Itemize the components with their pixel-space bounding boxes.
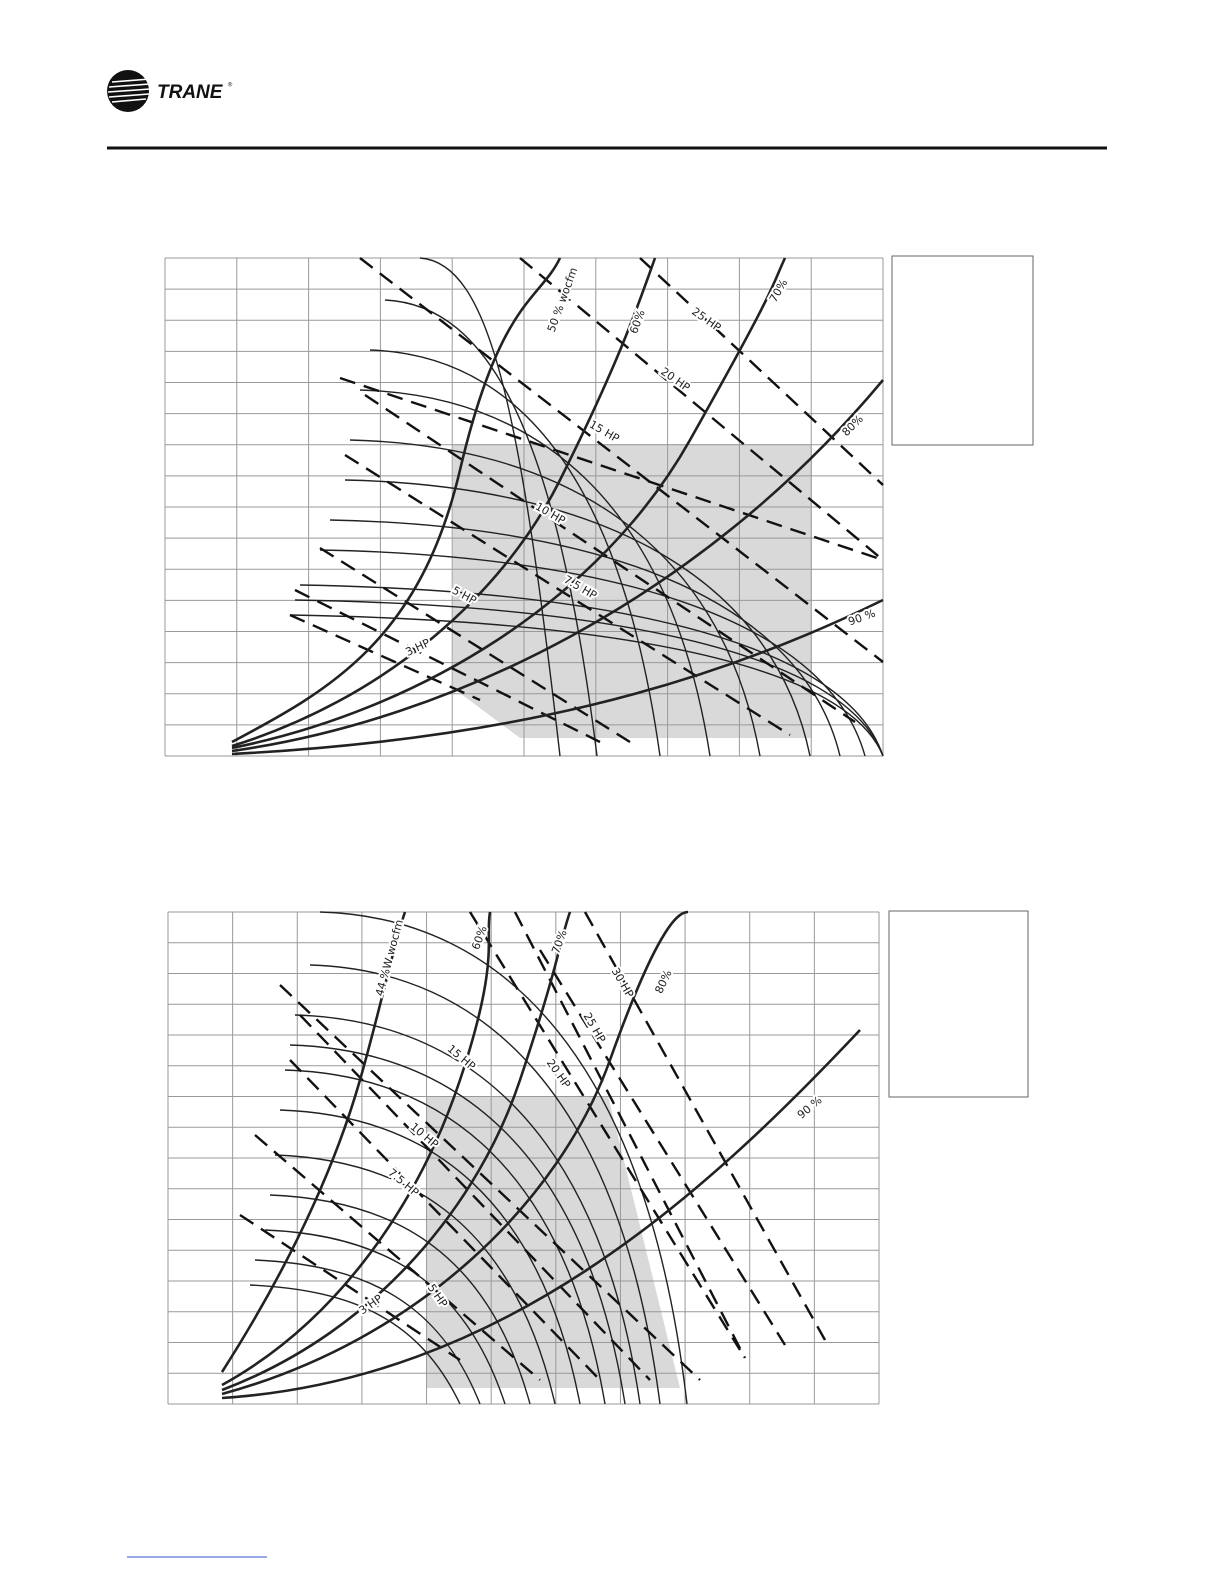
curve-label: 80% [839,412,865,438]
rpm-curve [344,479,811,757]
power-line [344,453,791,737]
rpm-curve [294,1014,641,1405]
curve-label: 15 HP [445,1042,478,1073]
grid [164,257,884,757]
legend-box [891,255,1034,446]
power-line [279,984,701,1381]
efficiency-curve [231,257,657,748]
rpm-curve [369,349,661,757]
rpm-curve [349,439,761,757]
rpm-curve [254,1259,481,1405]
rpm-curve [269,1194,531,1405]
power-line [289,613,481,702]
selection-region [453,444,812,738]
curve-label: 60% [627,308,648,335]
curve-label: 25 HP [689,305,723,334]
power-line [319,546,631,744]
curve-label: 3 HP [404,636,433,659]
rpm-curve [274,1154,556,1405]
rpm-curve [289,1044,626,1405]
curve-label: 44 %W wocfm [373,918,406,997]
efficiency-curve [231,257,787,750]
rpm-curve [359,389,711,757]
power-line [254,1134,541,1381]
power-line [583,911,827,1341]
rpm-curve [319,911,688,1405]
power-line [513,911,747,1359]
legend-box [888,910,1029,1098]
power-line [364,394,856,723]
efficiency-curve [221,910,689,1396]
efficiency-curve [231,257,562,744]
efficiency-curve [221,911,572,1392]
curve-label: 80% [652,968,674,996]
curve-label: 70% [767,277,790,305]
trademark: ® [227,82,233,89]
efficiency-curve [220,911,407,1373]
power-line [519,257,884,561]
curve-label: 20 HP [658,365,692,394]
power-line [339,376,884,562]
logo: TRANE ® [107,70,233,112]
rpm-curve [294,599,884,757]
power-line [359,257,884,663]
grid [167,911,880,1405]
power-line [294,588,601,744]
curve-label: 30 HP [609,965,637,1000]
curve-label: 90 % [795,1094,825,1122]
power-line [239,1213,461,1362]
rpm-curve [289,614,884,757]
efficiency-curve [221,911,492,1387]
power-line [299,1014,651,1381]
rpm-curve [419,257,561,757]
efficiency-curve [231,379,884,753]
curve-label: 70% [549,928,570,955]
brand: TRANE [157,82,224,103]
curve-label: 3 HP [357,1292,386,1317]
efficiency-curve [231,598,884,756]
curve-label: 25 HP [581,1010,609,1045]
power-line [538,949,787,1346]
power-line [468,911,742,1351]
rpm-curve [299,584,884,757]
curve-label: 15 HP [587,418,622,446]
efficiency-curve [221,1029,861,1400]
rpm-curve [309,964,661,1405]
power-line [639,257,884,486]
rpm-curve [249,1284,461,1405]
curve-label: 90 % [846,607,877,629]
